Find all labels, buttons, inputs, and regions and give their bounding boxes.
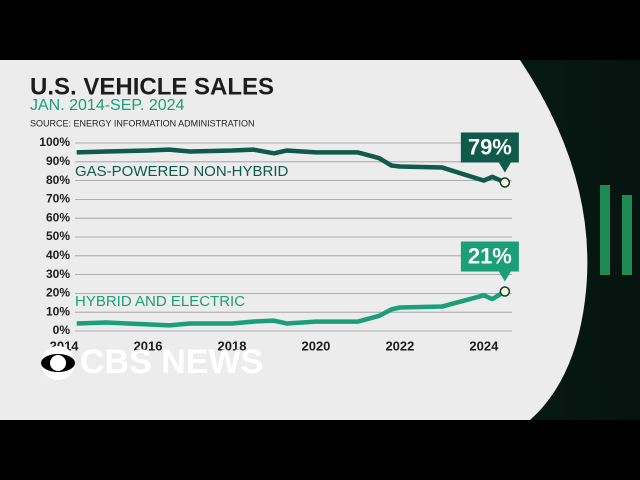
value-label: 79% [468, 134, 512, 159]
plot: 0%10%20%30%40%50%60%70%80%90%100%2014 201… [39, 132, 519, 353]
logo: CBS NEWS [41, 343, 263, 381]
logo-eye [50, 355, 66, 371]
y-tick-label: 60% [46, 210, 70, 224]
callout-box [460, 241, 519, 272]
y-tick-label: 40% [46, 248, 70, 262]
series-label: HYBRID AND ELECTRIC [75, 293, 245, 310]
logo-text: CBS NEWS [80, 343, 263, 381]
y-tick-label: 30% [46, 267, 70, 281]
callout-pointer [498, 162, 511, 173]
y-tick-label: 70% [46, 192, 70, 206]
x-tick-label: 2022 [385, 338, 414, 353]
y-tick-label: 0% [53, 323, 71, 337]
x-tick-label: 2024 [469, 338, 499, 353]
x-tick-label: 2020 [301, 338, 330, 353]
series-line [76, 147, 506, 185]
y-tick-label: 50% [46, 229, 70, 243]
y-tick-label: 10% [46, 304, 70, 318]
callout-box [460, 132, 519, 163]
y-tick-label: 100% [39, 135, 70, 149]
x-tick-label: 2018 [218, 338, 247, 353]
chart-subtitle: JAN. 2014-SEP. 2024 [30, 97, 185, 114]
stock-bar [600, 185, 610, 275]
series-label: GAS-POWERED NON-HYBRID [75, 163, 289, 180]
stock-bar [622, 195, 632, 275]
end-point [499, 286, 511, 297]
value-label: 21% [468, 243, 512, 268]
source: SOURCE: ENERGY INFORMATION ADMINISTRATIO… [30, 118, 255, 128]
x-tick-label: 2016 [134, 338, 163, 353]
y-tick-label: 20% [46, 286, 70, 300]
y-tick-label: 80% [46, 173, 70, 187]
end-point [499, 177, 511, 188]
callout-pointer [498, 271, 511, 282]
series-line [76, 289, 507, 328]
chart-title: U.S. VEHICLE SALES [30, 73, 274, 100]
y-tick-label: 90% [46, 154, 70, 168]
